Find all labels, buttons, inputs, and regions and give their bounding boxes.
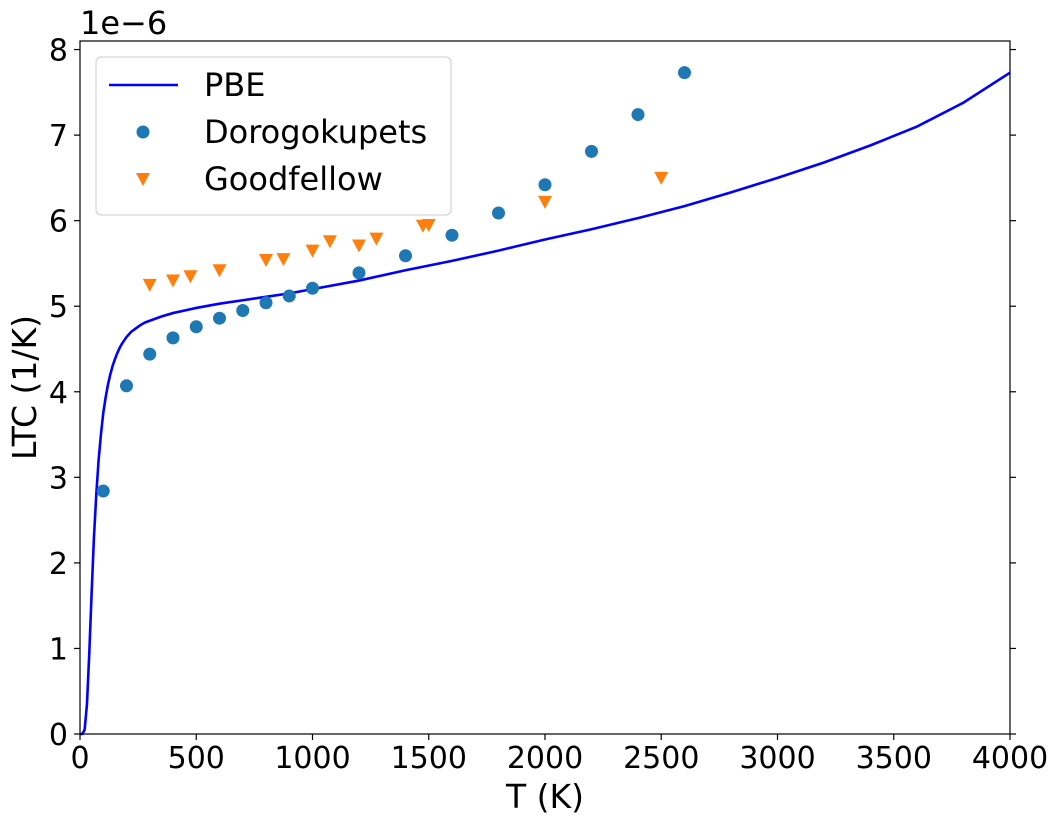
- x-tick-label: 1500: [391, 741, 467, 776]
- legend-label-dorogokupets: Dorogokupets: [204, 113, 427, 151]
- legend-swatch-dorogokupets: [136, 125, 150, 139]
- y-tick-label: 1: [49, 632, 68, 667]
- data-point-dorogokupets: [166, 331, 180, 345]
- legend-swatch-goodfellow: [136, 173, 150, 186]
- series-line-pbe: [80, 71, 1011, 736]
- legend: PBE Dorogokupets Goodfellow: [95, 56, 452, 216]
- data-point-dorogokupets: [96, 484, 110, 498]
- legend-label-goodfellow: Goodfellow: [204, 160, 383, 198]
- data-point-goodfellow: [305, 244, 320, 258]
- axes: 0 500 1000 1500 2000 2500 3000 3500 4000 0 1 2 3 4 5 6 7…: [49, 34, 1048, 776]
- data-point-dorogokupets: [282, 289, 296, 303]
- data-point-goodfellow: [322, 235, 337, 249]
- y-tick-label: 4: [49, 376, 68, 411]
- y-axis-label: LTC (1/K): [5, 315, 44, 460]
- y-tick-label: 0: [49, 718, 68, 753]
- y-tick-label: 2: [49, 547, 68, 582]
- x-tick-label: 3000: [739, 741, 815, 776]
- y-tick-label: 5: [49, 290, 68, 325]
- x-tick-label: 2000: [507, 741, 583, 776]
- data-point-goodfellow: [369, 232, 384, 246]
- x-axis-label: T (K): [505, 777, 584, 816]
- data-point-dorogokupets: [631, 108, 645, 122]
- data-point-dorogokupets: [259, 296, 273, 310]
- data-point-dorogokupets: [492, 206, 505, 220]
- data-point-goodfellow: [142, 278, 157, 292]
- data-point-goodfellow: [654, 171, 669, 185]
- data-point-goodfellow: [538, 195, 552, 209]
- data-point-goodfellow: [183, 270, 198, 284]
- data-point-dorogokupets: [120, 379, 133, 393]
- data-point-goodfellow: [259, 254, 273, 268]
- data-point-dorogokupets: [213, 311, 226, 325]
- y-tick-label: 7: [49, 119, 68, 154]
- y-tick-label: 8: [49, 34, 68, 69]
- legend-label-pbe: PBE: [204, 66, 265, 104]
- x-tick-label: 2500: [623, 741, 699, 776]
- x-tick-label: 1000: [274, 741, 350, 776]
- data-point-goodfellow: [352, 239, 366, 253]
- data-point-goodfellow: [421, 218, 436, 232]
- data-point-goodfellow: [212, 264, 227, 278]
- data-point-dorogokupets: [143, 347, 157, 361]
- data-point-dorogokupets: [189, 320, 203, 334]
- x-tick-label: 500: [168, 741, 225, 776]
- data-point-dorogokupets: [352, 266, 366, 280]
- data-point-dorogokupets: [445, 228, 459, 242]
- y-tick-label: 6: [49, 205, 68, 240]
- y-tick-label: 3: [49, 461, 68, 496]
- x-tick-label: 0: [70, 741, 89, 776]
- data-point-goodfellow: [276, 253, 291, 267]
- data-point-dorogokupets: [306, 281, 319, 295]
- x-tick-label: 3500: [856, 741, 932, 776]
- data-point-dorogokupets: [678, 66, 691, 80]
- plot-area: [80, 66, 1011, 736]
- x-tick-label: 4000: [972, 741, 1048, 776]
- data-point-goodfellow: [166, 274, 180, 288]
- data-point-dorogokupets: [236, 304, 250, 317]
- legend-box: [95, 56, 452, 216]
- data-point-dorogokupets: [538, 178, 552, 192]
- data-point-dorogokupets: [585, 144, 598, 158]
- y-axis-offset-label: 1e−6: [80, 4, 167, 42]
- data-point-dorogokupets: [399, 249, 412, 263]
